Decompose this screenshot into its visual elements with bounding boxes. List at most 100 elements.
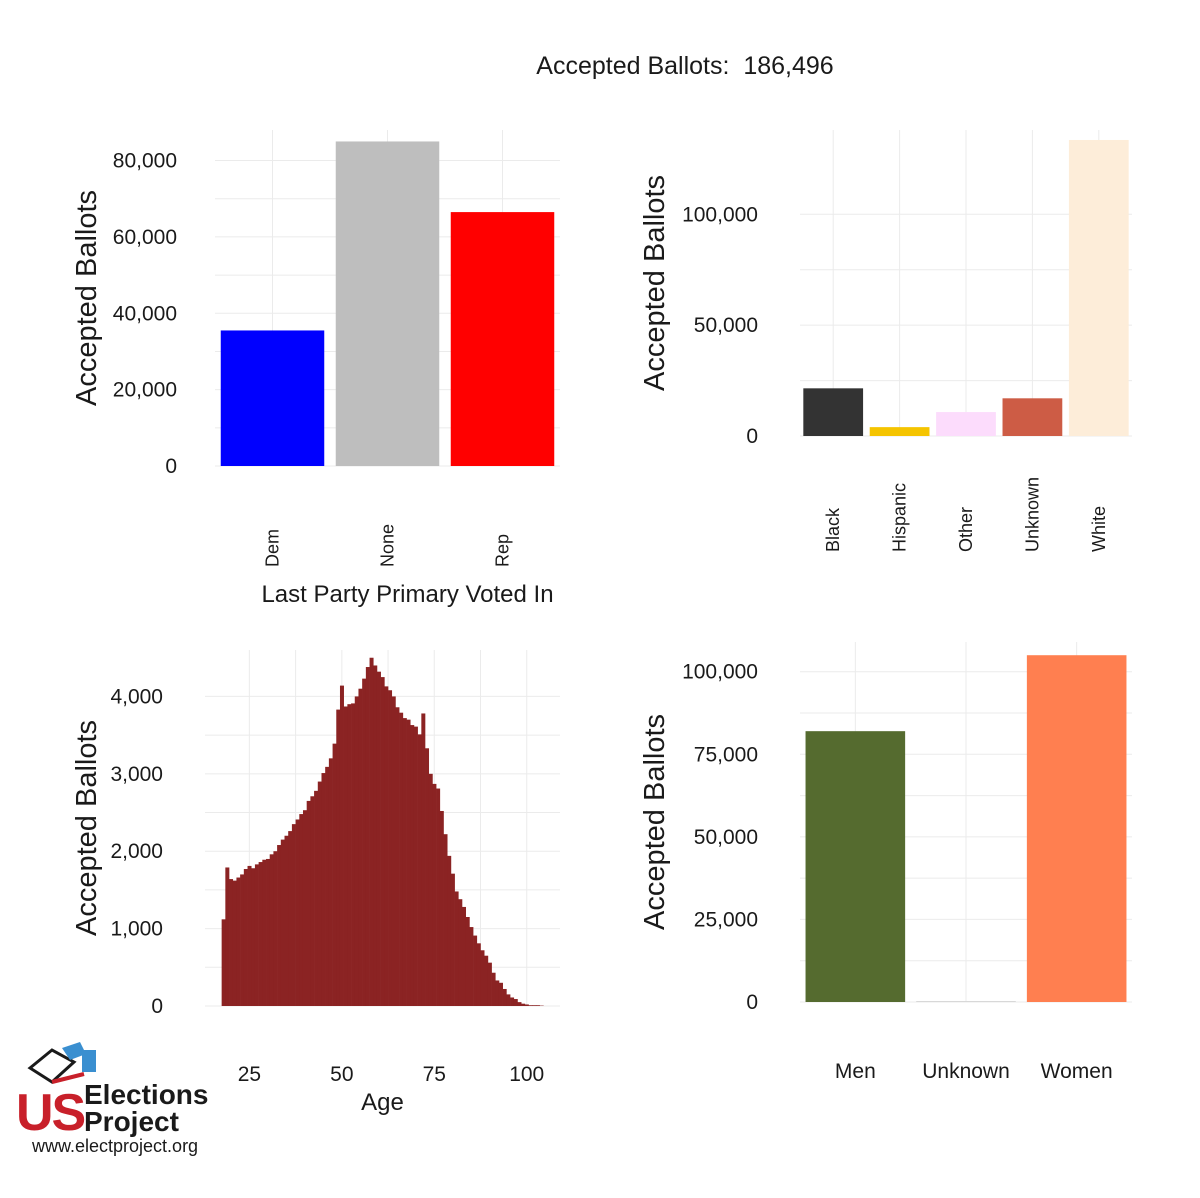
x-tick-label: 50: [330, 1063, 353, 1086]
y-tick-label: 25,000: [694, 908, 758, 931]
y-tick-label: 100,000: [682, 661, 758, 684]
histogram-bar: [354, 696, 359, 1006]
histogram-bar: [284, 835, 289, 1006]
histogram-bar: [517, 1002, 522, 1006]
y-axis-title: Accepted Ballots: [639, 175, 671, 391]
histogram-bar: [362, 678, 367, 1006]
histogram-bar: [410, 725, 415, 1006]
logo-url-text: www.electproject.org: [32, 1136, 199, 1156]
histogram-bar: [343, 706, 348, 1006]
x-axis-title: Age: [361, 1089, 404, 1116]
histogram-bar: [243, 869, 248, 1006]
y-tick-label: 50,000: [694, 826, 758, 849]
histogram-bar: [473, 935, 478, 1006]
y-tick-label: 40,000: [113, 302, 177, 325]
histogram-bar: [495, 980, 500, 1006]
x-tick-label: 25: [238, 1063, 261, 1086]
histogram-bar: [395, 707, 400, 1006]
histogram-bar: [347, 704, 352, 1006]
histogram-bar: [476, 943, 481, 1006]
y-tick-label: 80,000: [113, 150, 177, 173]
y-axis-title: Accepted Ballots: [71, 720, 103, 936]
histogram-bar: [280, 839, 285, 1006]
histogram-bar: [443, 834, 448, 1006]
histogram-bar: [502, 988, 507, 1006]
histogram-bar: [358, 688, 363, 1006]
bar-unknown: [1002, 398, 1063, 436]
x-tick-label: 100: [509, 1063, 544, 1086]
bar-hispanic: [869, 427, 930, 436]
histogram-bar: [532, 1005, 537, 1006]
histogram-bar: [325, 766, 330, 1006]
histogram-bar: [439, 810, 444, 1006]
bar-men: [805, 731, 906, 1002]
histogram-bar: [302, 810, 307, 1006]
histogram-bar: [454, 891, 459, 1006]
histogram-bar: [406, 719, 411, 1006]
x-tick-label: 75: [423, 1063, 446, 1086]
histogram-bar: [336, 709, 341, 1006]
histogram-bar: [535, 1005, 540, 1006]
gender-bar-chart: 0 25,000 50,000 75,000 100,000 Accepted Ballo…: [639, 642, 1132, 1083]
bar-other: [936, 412, 996, 436]
histogram-bar: [310, 796, 315, 1006]
histogram-bar: [376, 671, 381, 1006]
histogram-bar: [524, 1004, 529, 1006]
bar-unknown: [916, 1001, 1016, 1002]
x-tick-label: Hispanic: [890, 483, 910, 552]
age-histogram-chart: 0 1,000 2,000 3,000 4,000 Accepted Ballots 25 5…: [71, 650, 560, 1116]
histogram-bar: [221, 919, 226, 1006]
x-tick-label: Other: [956, 507, 976, 552]
logo-elections-text: Elections: [84, 1079, 209, 1110]
histogram-bar: [232, 880, 237, 1006]
y-tick-label: 3,000: [110, 763, 163, 786]
ballot-box-icon: [27, 1042, 96, 1084]
histogram-bar: [295, 819, 300, 1006]
y-tick-label: 2,000: [110, 840, 163, 863]
histogram-bar: [432, 783, 437, 1006]
y-tick-label: 1,000: [110, 918, 163, 941]
histogram-bar: [328, 758, 333, 1006]
y-tick-label: 75,000: [694, 743, 758, 766]
bar-none: [335, 141, 440, 467]
bar-rep: [450, 212, 555, 466]
histogram-bar: [299, 814, 304, 1006]
histogram-bar: [332, 743, 337, 1006]
histogram-bar: [399, 712, 404, 1006]
histogram-bar: [465, 917, 470, 1006]
x-axis-title: Last Party Primary Voted In: [261, 581, 553, 608]
histogram-bar: [373, 665, 378, 1006]
histogram-bar: [229, 879, 234, 1006]
histogram-bar: [384, 686, 389, 1006]
histogram-bar: [458, 899, 463, 1006]
histogram-bar: [317, 781, 322, 1006]
histogram-bar: [450, 873, 455, 1006]
race-bar-chart: 0 50,000 100,000 Accepted Ballots Black Hispa…: [639, 130, 1132, 552]
logo-us-text: US: [16, 1084, 86, 1142]
x-tick-label: Unknown: [922, 1060, 1010, 1083]
logo-project-text: Project: [84, 1106, 179, 1137]
histogram-bar: [480, 950, 485, 1006]
histogram-bar: [391, 696, 396, 1006]
histogram-bar: [240, 874, 245, 1006]
histogram-bar: [306, 800, 311, 1006]
y-tick-label: 20,000: [113, 379, 177, 402]
y-axis-title: Accepted Ballots: [71, 190, 103, 406]
y-tick-label: 0: [746, 991, 758, 1014]
histogram-bar: [513, 999, 518, 1006]
bar-white: [1068, 139, 1129, 436]
histogram-bar: [262, 859, 267, 1006]
histogram-bar: [521, 1003, 526, 1006]
elections-project-logo: US Elections Project www.electproject.or…: [14, 1040, 234, 1160]
histogram-bar: [462, 906, 467, 1006]
histogram-bar: [388, 690, 393, 1006]
x-tick-label: Rep: [493, 534, 513, 567]
page-title: Accepted Ballots: 186,496: [536, 52, 834, 80]
histogram-bar: [266, 858, 271, 1006]
histogram-bar: [402, 718, 407, 1006]
histogram-bar: [351, 703, 356, 1006]
bar-women: [1026, 655, 1127, 1002]
x-tick-label: Black: [823, 507, 843, 552]
histogram-bar: [510, 997, 515, 1006]
histogram-bar: [469, 927, 474, 1006]
